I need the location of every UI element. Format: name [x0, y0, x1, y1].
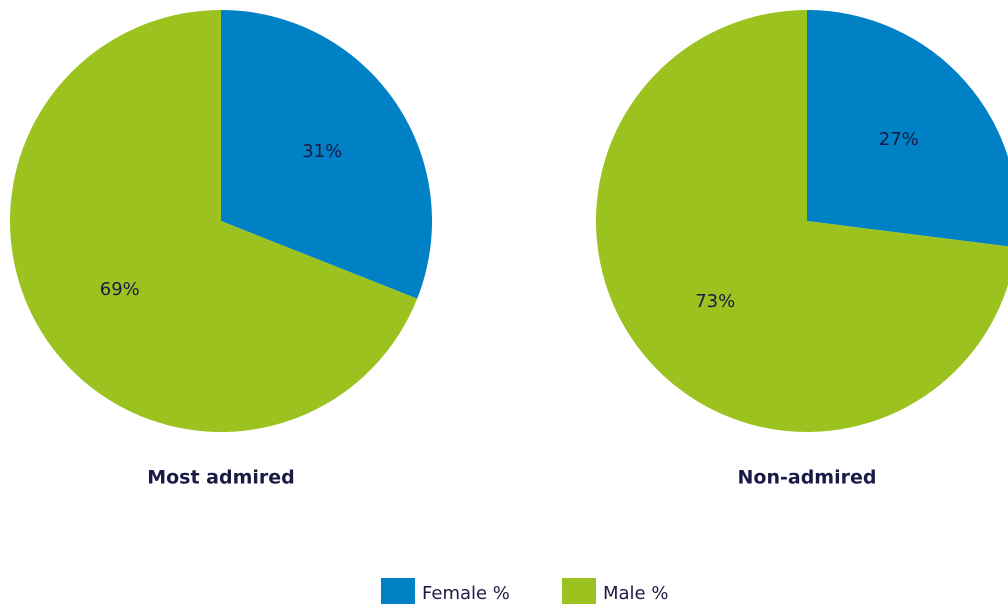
slice-label: 73%: [695, 291, 735, 312]
pie-slice: [10, 10, 418, 432]
slice-label: 31%: [302, 141, 342, 162]
pie-slice: [807, 10, 1008, 247]
pie-slice: [596, 10, 1008, 432]
legend-swatch: [381, 578, 415, 604]
legend-label: Male %: [603, 583, 668, 604]
legend-swatch: [562, 578, 596, 604]
legend-label: Female %: [422, 583, 510, 604]
slice-label: 27%: [879, 129, 919, 150]
pie-title: Non-admired: [738, 467, 877, 489]
pie-slice: [221, 10, 433, 299]
slice-label: 69%: [100, 279, 140, 300]
pie-title: Most admired: [147, 467, 295, 489]
